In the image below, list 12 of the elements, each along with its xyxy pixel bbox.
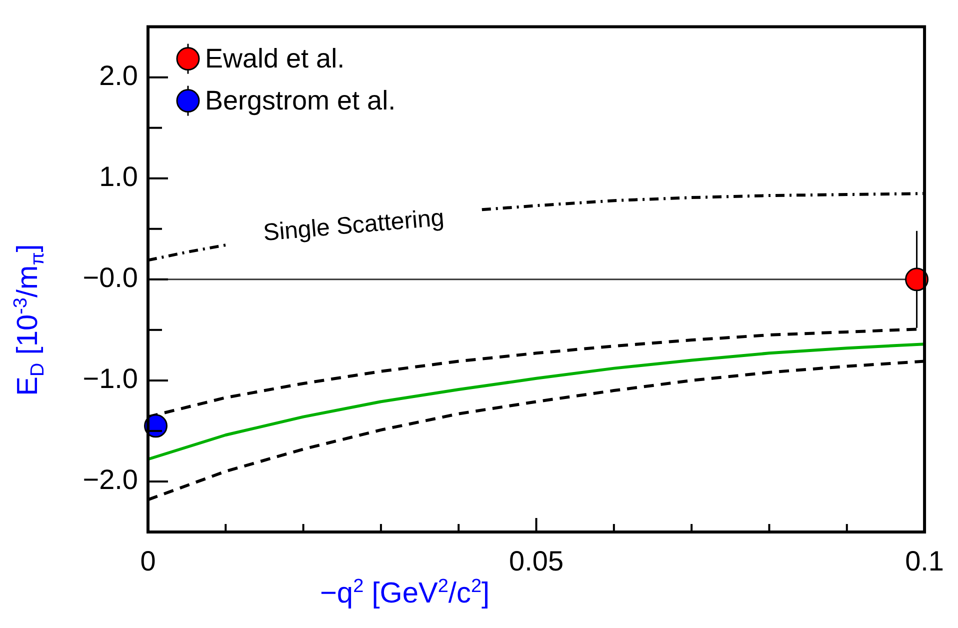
legend-label: Ewald et al.: [205, 43, 345, 74]
y-tick-label: −2.0: [82, 464, 138, 496]
x-tick-label: 0.05: [509, 546, 564, 577]
x-tick-label: 0: [140, 546, 156, 577]
x-tick-label: 0.1: [905, 546, 944, 577]
y-tick-label: −0.0: [82, 262, 138, 294]
y-tick-label: −1.0: [82, 363, 138, 394]
y-tick-label: 2.0: [99, 60, 138, 92]
x-axis-title: −q$^{2}$ [GeV$^{2}$/c$^{2}$]: [320, 576, 490, 611]
y-tick-label: 1.0: [99, 161, 138, 192]
annotation: Single Scattering: [262, 204, 446, 247]
legend-label: Bergstrom et al.: [205, 85, 396, 116]
